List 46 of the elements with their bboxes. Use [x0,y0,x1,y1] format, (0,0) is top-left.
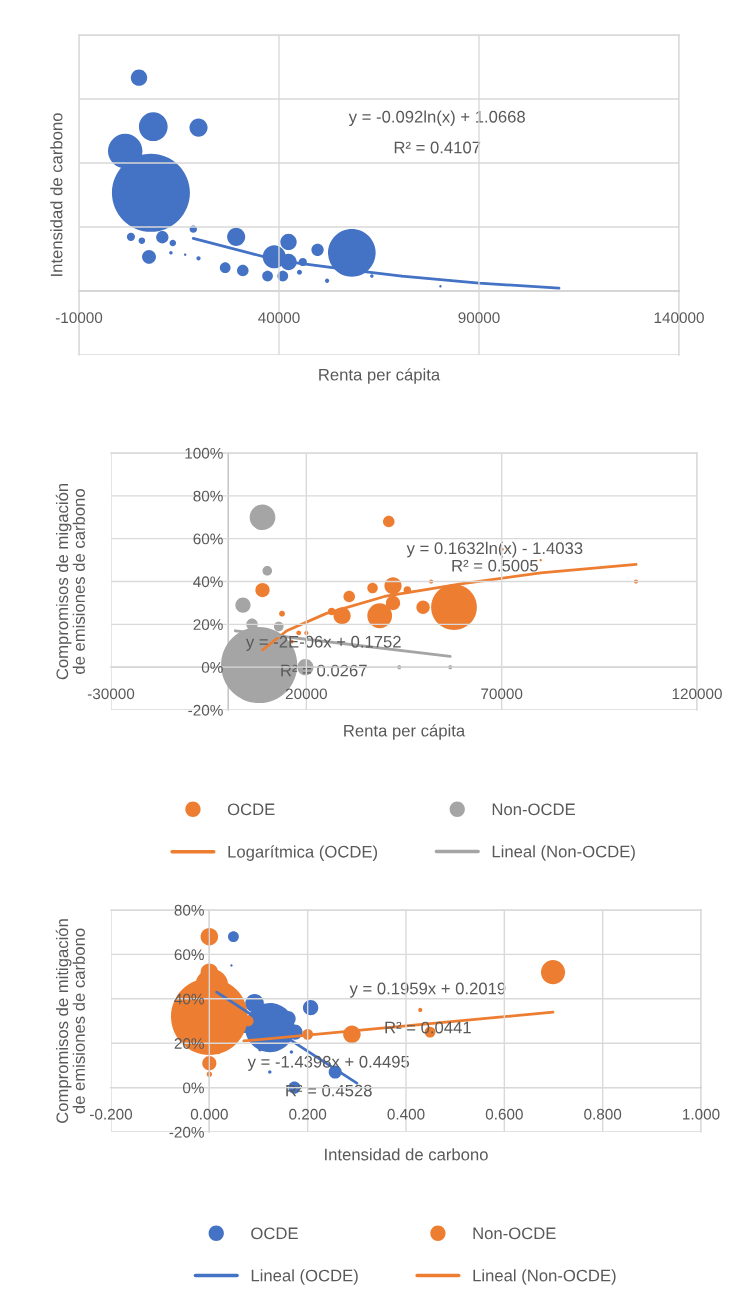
y-tick-label: 80% [174,904,204,916]
x-tick-label: 40000 [258,312,300,324]
y-tick-label: 0% [182,1082,204,1094]
x-tick-label: 120000 [672,688,722,700]
x-tick-label: 1.000 [683,1108,720,1120]
legend-label: Logarítmica (OCDE) [228,845,378,861]
y-tick-label: 80% [193,490,223,502]
x-axis-title: Intensidad de carbono [325,1148,488,1161]
y-axis-title: Compromisos de migación de emisiones de carbono [55,483,85,680]
legend-label: OCDE [251,1227,298,1240]
x-axis-title: Renta per cápita [319,368,441,384]
y-tick-label: 20% [193,619,223,631]
y-tick-label: 40% [193,576,223,588]
annotation: y = 0.1959x + 0.2019 [349,982,506,998]
legend-label: Lineal (OCDE) [251,1269,358,1285]
y-tick-label: 20% [174,1038,204,1049]
x-tick-label: -0.200 [90,1108,133,1120]
annotation: R² = 0.5005 [452,559,538,572]
x-axis-title: Renta per cápita [344,724,466,740]
x-tick-label: 20000 [285,688,327,700]
x-tick-label: 0.600 [485,1108,523,1120]
y-tick-label: 0% [201,662,223,673]
x-tick-label: 90000 [458,312,500,324]
y-tick-label: -20% [169,1126,204,1138]
x-tick-label: 0.200 [289,1108,327,1120]
legend-label: Non-OCDE [492,803,575,816]
x-tick-label: -30000 [87,688,135,700]
x-tick-label: 140000 [654,312,704,324]
y-tick-label: 60% [174,949,204,961]
legend-label: Lineal (Non-OCDE) [492,845,635,861]
annotation: R² = 0.4107 [394,141,481,154]
legend-label: Non-OCDE [473,1227,556,1240]
y-axis-title: Compromisos de mitigación de emisiones de carbono [55,919,85,1123]
y-tick-label: -20% [188,704,223,716]
x-tick-label: 70000 [481,688,523,700]
legend-label: Lineal (Non-OCDE) [473,1269,616,1285]
y-axis-title: Intensidad de carbono [50,113,63,276]
x-tick-label: 0.400 [387,1108,425,1120]
x-tick-label: 0.000 [190,1108,228,1120]
annotation: y = -0.092ln(x) + 1.0668 [348,110,525,126]
legend-label: OCDE [227,803,275,816]
annotation: y = 0.1632ln(x) - 1.4033 [406,541,583,558]
x-tick-label: 0.800 [584,1108,622,1120]
x-tick-label: -10000 [55,312,103,324]
y-tick-label: 60% [193,533,223,545]
y-tick-label: 100% [185,447,223,459]
